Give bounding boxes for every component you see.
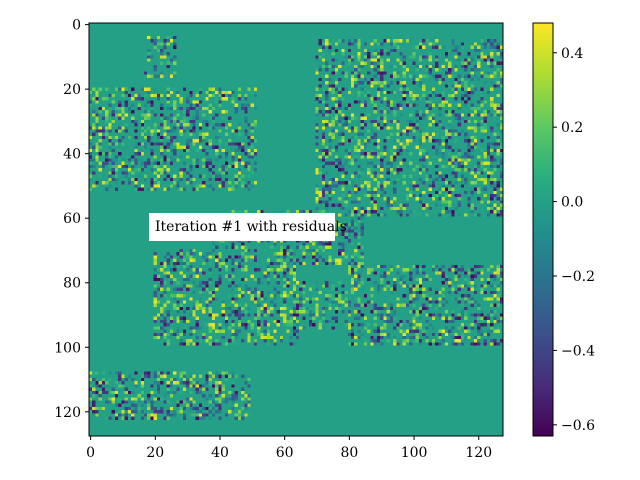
heatmap-frame xyxy=(88,22,504,437)
y-axis: 0 20 40 60 80 100 120 xyxy=(54,18,89,421)
y-tick-label: 60 xyxy=(63,211,81,227)
colorbar-tick-label: −0.4 xyxy=(561,343,595,359)
x-axis: 0 20 40 60 80 100 120 xyxy=(86,436,492,461)
colorbar-tick-label: 0.0 xyxy=(561,195,583,211)
y-tick-label: 120 xyxy=(54,405,81,421)
x-tick-label: 40 xyxy=(211,445,229,461)
x-tick-label: 0 xyxy=(86,445,95,461)
x-tick-label: 80 xyxy=(340,445,358,461)
y-tick-label: 0 xyxy=(72,18,81,34)
colorbar-ticks: 0.4 0.2 0.0 −0.2 −0.4 −0.6 xyxy=(553,46,595,434)
colorbar-tick-label: −0.2 xyxy=(561,269,595,285)
y-tick-label: 20 xyxy=(63,82,81,98)
colorbar-tick-label: 0.4 xyxy=(561,46,583,62)
y-tick-label: 100 xyxy=(54,340,81,356)
annotation-text: Iteration #1 with residuals xyxy=(155,219,347,235)
x-tick-label: 20 xyxy=(146,445,164,461)
colorbar-tick-label: 0.2 xyxy=(561,120,583,136)
colorbar-gradient xyxy=(532,22,554,437)
annotation-box: Iteration #1 with residuals xyxy=(149,213,347,241)
x-tick-label: 120 xyxy=(465,445,492,461)
colorbar: 0.4 0.2 0.0 −0.2 −0.4 −0.6 xyxy=(532,22,595,437)
x-tick-label: 100 xyxy=(401,445,428,461)
y-tick-label: 40 xyxy=(63,147,81,163)
x-tick-label: 60 xyxy=(276,445,294,461)
y-tick-label: 80 xyxy=(63,276,81,292)
colorbar-tick-label: −0.6 xyxy=(561,418,595,434)
